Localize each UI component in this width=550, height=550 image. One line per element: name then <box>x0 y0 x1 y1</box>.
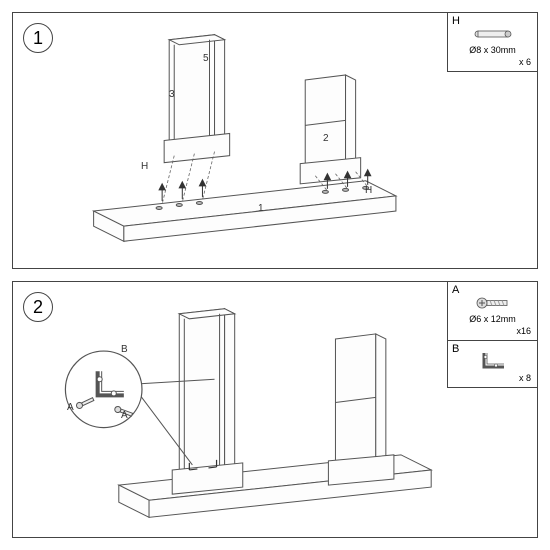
label-2: 2 <box>323 133 329 144</box>
step-1-diagram: 5 3 2 1 H H <box>13 13 537 268</box>
label-1: 1 <box>258 203 264 214</box>
label-h-right: H <box>365 185 372 196</box>
assembly-drawing-2 <box>13 282 537 537</box>
label-h-left: H <box>141 161 148 172</box>
label-3: 3 <box>169 89 175 100</box>
step-2-diagram: B A A <box>13 282 537 537</box>
step-1-panel: 1 H Ø8 x 30mm x 6 <box>12 12 538 269</box>
step-2-panel: 2 A Ø6 x 12mm x16 B x 8 <box>12 281 538 538</box>
label-5: 5 <box>203 53 209 64</box>
label-a1: A <box>67 402 74 413</box>
label-b: B <box>121 344 128 355</box>
label-a2: A <box>121 410 128 421</box>
assembly-drawing-1 <box>13 13 537 268</box>
